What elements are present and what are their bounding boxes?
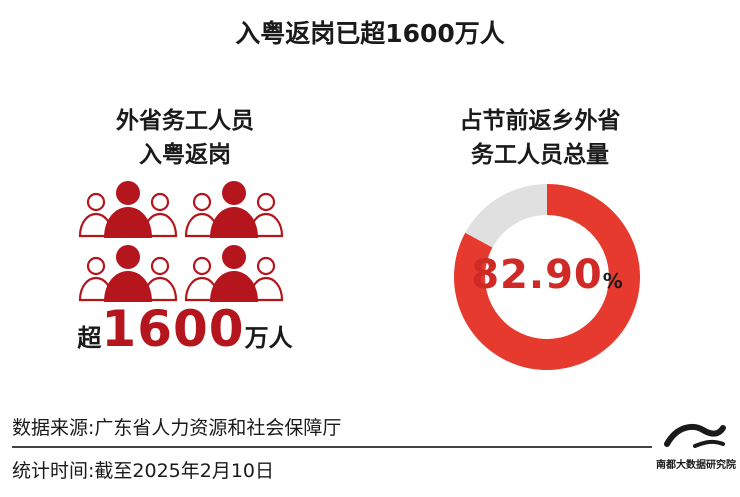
donut-chart [454,184,640,370]
people-group-icon [76,178,180,240]
count-prefix: 超 [77,324,102,352]
people-group-icon [182,178,286,240]
publisher-logo: 南都大数据研究院 [656,420,736,486]
people-group-icon [182,242,286,304]
right-panel-heading: 占节前返乡外省 务工人员总量 [415,104,665,172]
people-group-icon [76,242,180,304]
count-number: 1600 [101,300,245,358]
count-suffix: 万人 [244,324,293,352]
returned-count: 超1600万人 [60,300,310,358]
donut-value-number: 82.90 [471,252,603,298]
donut-value-label: 82.90% [452,252,642,298]
donut-value-unit: % [602,269,623,293]
left-heading-line2: 入粤返岗 [139,142,231,168]
donut-slice-remaining [465,184,547,248]
page-title: 入粤返岗已超1600万人 [235,19,505,48]
right-heading-line1: 占节前返乡外省 [459,108,621,134]
left-heading-line1: 外省务工人员 [116,108,254,134]
footer-divider [12,446,652,448]
people-icon-grid [76,178,296,304]
left-panel-heading: 外省务工人员 入粤返岗 [60,104,310,172]
statistics-date: 统计时间:截至2025年2月10日 [12,460,275,482]
wave-logo-icon [664,424,726,448]
data-source: 数据来源:广东省人力资源和社会保障厅 [12,417,342,439]
right-heading-line2: 务工人员总量 [471,142,609,168]
donut-slice-returned [454,184,640,370]
logo-text: 南都大数据研究院 [656,460,736,471]
